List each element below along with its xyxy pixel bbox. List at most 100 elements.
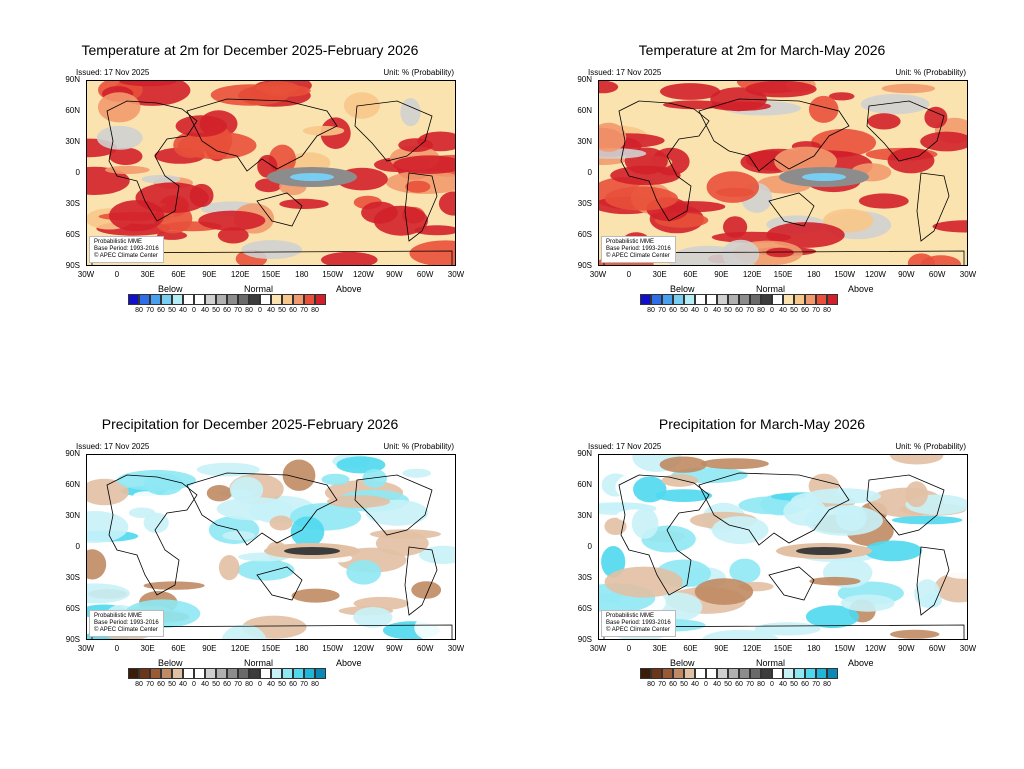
map-area: Probabilistic MME Base Period: 1993-2016 ©… (598, 80, 968, 266)
legend-swatch (673, 294, 684, 305)
legend-tick-label: 40 (713, 681, 721, 688)
legend-swatch (717, 668, 728, 679)
legend-tick-label: 60 (669, 307, 677, 314)
legend-tick-label: 80 (245, 681, 253, 688)
legend-swatch (282, 668, 293, 679)
legend-tick-label: 60 (735, 681, 743, 688)
legend-swatch (739, 294, 750, 305)
lon-tick-label: 120W (865, 270, 886, 279)
lon-tick-label: 150W (834, 270, 856, 279)
legend-swatch (172, 668, 183, 679)
lat-tick-label: 60N (577, 106, 592, 115)
legend-category-below: Below (158, 658, 183, 668)
lat-tick-label: 0 (587, 168, 592, 177)
lat-tick-label: 90S (577, 635, 592, 644)
map-svg (599, 81, 967, 265)
map-attribution: Probabilistic MME Base Period: 1993-2016 ©… (601, 610, 676, 637)
lon-tick-label: 90W (386, 270, 403, 279)
legend-swatch (794, 294, 805, 305)
legend-swatch (805, 294, 816, 305)
legend-tick-label: 80 (245, 307, 253, 314)
lon-tick-label: 180 (295, 644, 309, 653)
lon-tick-label: 30W (589, 644, 607, 653)
anomaly-field (87, 81, 455, 265)
legend-swatch (761, 668, 772, 679)
legend-tick-label: 60 (157, 681, 165, 688)
lon-tick-label: 30W (77, 644, 95, 653)
legend-swatch (816, 668, 827, 679)
legend-tick-label: 70 (812, 307, 820, 314)
legend-swatch (271, 668, 282, 679)
legend-swatch (249, 294, 260, 305)
map-area: Probabilistic MME Base Period: 1993-2016 ©… (86, 454, 456, 640)
lon-tick-label: 30W (77, 270, 95, 279)
legend-swatch (183, 294, 194, 305)
legend-tick-label: 80 (135, 681, 143, 688)
legend-swatch (194, 294, 205, 305)
legend-swatch (706, 668, 717, 679)
legend-tick-label: 60 (801, 681, 809, 688)
legend-category-above: Above (336, 658, 362, 668)
legend-tick-label: 60 (157, 307, 165, 314)
panel-title: Precipitation for December 2025-February… (101, 416, 399, 432)
legend-swatch (260, 294, 271, 305)
legend-tick-label: 40 (201, 681, 209, 688)
legend-swatch (761, 294, 772, 305)
legend-swatch (315, 294, 326, 305)
legend-swatch (161, 294, 172, 305)
legend-tick-label: 60 (289, 307, 297, 314)
legend-swatch (827, 294, 838, 305)
lon-tick-label: 90E (202, 270, 217, 279)
legend-swatch (293, 294, 304, 305)
legend-tick-label: 50 (168, 307, 176, 314)
legend-tick-label: 70 (146, 307, 154, 314)
lon-tick-label: 60E (171, 644, 186, 653)
legend-swatch (651, 294, 662, 305)
legend-tick-label: 0 (192, 681, 196, 688)
legend-swatch (304, 294, 315, 305)
legend-tick-label: 50 (724, 681, 732, 688)
legend-swatch (695, 668, 706, 679)
legend-swatch (684, 294, 695, 305)
lon-tick-label: 90E (202, 644, 217, 653)
legend-swatch (128, 668, 139, 679)
legend-tick-label: 80 (757, 681, 765, 688)
lon-tick-label: 120E (230, 644, 250, 653)
lon-tick-label: 120W (353, 270, 374, 279)
color-legend: Below Normal Above 80 70 60 50 40 0 40 50 60 70 80 0 40… (640, 658, 920, 698)
legend-tick-label: 50 (790, 307, 798, 314)
legend-swatch (161, 668, 172, 679)
panel-title: Precipitation for March-May 2026 (658, 416, 866, 432)
legend-tick-label: 50 (724, 307, 732, 314)
legend-category-normal: Normal (756, 658, 786, 668)
legend-swatch (695, 294, 706, 305)
legend-category-normal: Normal (244, 284, 274, 294)
legend-tick-label: 70 (658, 307, 666, 314)
legend-tick-label: 80 (823, 681, 831, 688)
lon-tick-label: 60W (928, 644, 946, 653)
legend-swatch (783, 294, 794, 305)
lat-tick-label: 0 (75, 168, 80, 177)
legend-tick-label: 40 (779, 307, 787, 314)
legend-swatch (216, 294, 227, 305)
legend-tick-label: 60 (669, 681, 677, 688)
legend-swatch (249, 668, 260, 679)
lon-tick-label: 180 (807, 644, 821, 653)
legend-swatch (150, 668, 161, 679)
legend-swatch (662, 668, 673, 679)
lat-tick-label: 90N (65, 449, 80, 458)
legend-tick-label: 70 (234, 307, 242, 314)
legend-swatch (794, 668, 805, 679)
legend-swatch (662, 294, 673, 305)
legend-swatch (238, 668, 249, 679)
lat-tick-label: 0 (75, 542, 80, 551)
legend-tick-label: 80 (311, 307, 319, 314)
legend-swatch (205, 294, 216, 305)
legend-swatch (640, 668, 651, 679)
legend-tick-label: 40 (713, 307, 721, 314)
map-area: Probabilistic MME Base Period: 1993-2016 ©… (598, 454, 968, 640)
legend-swatch (227, 294, 238, 305)
lat-tick-label: 30N (65, 137, 80, 146)
lon-tick-label: 120E (230, 270, 250, 279)
lat-tick-label: 60S (577, 604, 592, 613)
